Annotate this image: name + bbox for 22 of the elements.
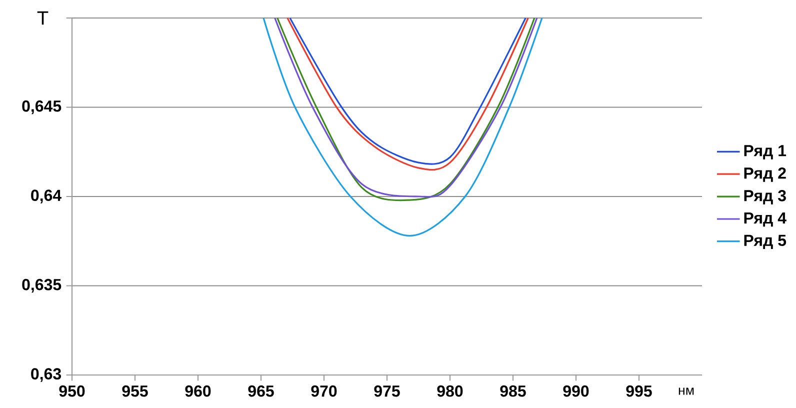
x-tick-label: 990 [563, 385, 589, 397]
legend-label: Ряд 1 [744, 145, 786, 160]
x-tick-label: 965 [248, 385, 274, 397]
x-axis-title: нм [678, 388, 694, 395]
y-tick-label: 0,63 [31, 368, 62, 382]
legend-label: Ряд 2 [744, 167, 786, 182]
legend-label: Ряд 3 [744, 190, 786, 204]
x-tick-label: 955 [122, 385, 148, 397]
x-tick-label: 980 [437, 385, 463, 397]
x-tick-label: 975 [374, 385, 400, 397]
y-tick-label: 0,645 [22, 100, 62, 114]
x-tick-label: 985 [500, 385, 526, 397]
x-tick-label: 995 [626, 385, 652, 397]
legend-label: Ряд 4 [744, 212, 786, 227]
x-tick-label: 950 [59, 385, 85, 397]
line-series [262, 17, 543, 237]
x-tick-label: 960 [185, 385, 211, 397]
legend-label: Ряд 5 [744, 234, 786, 250]
x-tick-label: 970 [311, 385, 337, 397]
y-axis-title: T [37, 11, 48, 25]
y-tick-label: 0,64 [31, 190, 62, 204]
y-tick-label: 0,635 [22, 278, 62, 293]
